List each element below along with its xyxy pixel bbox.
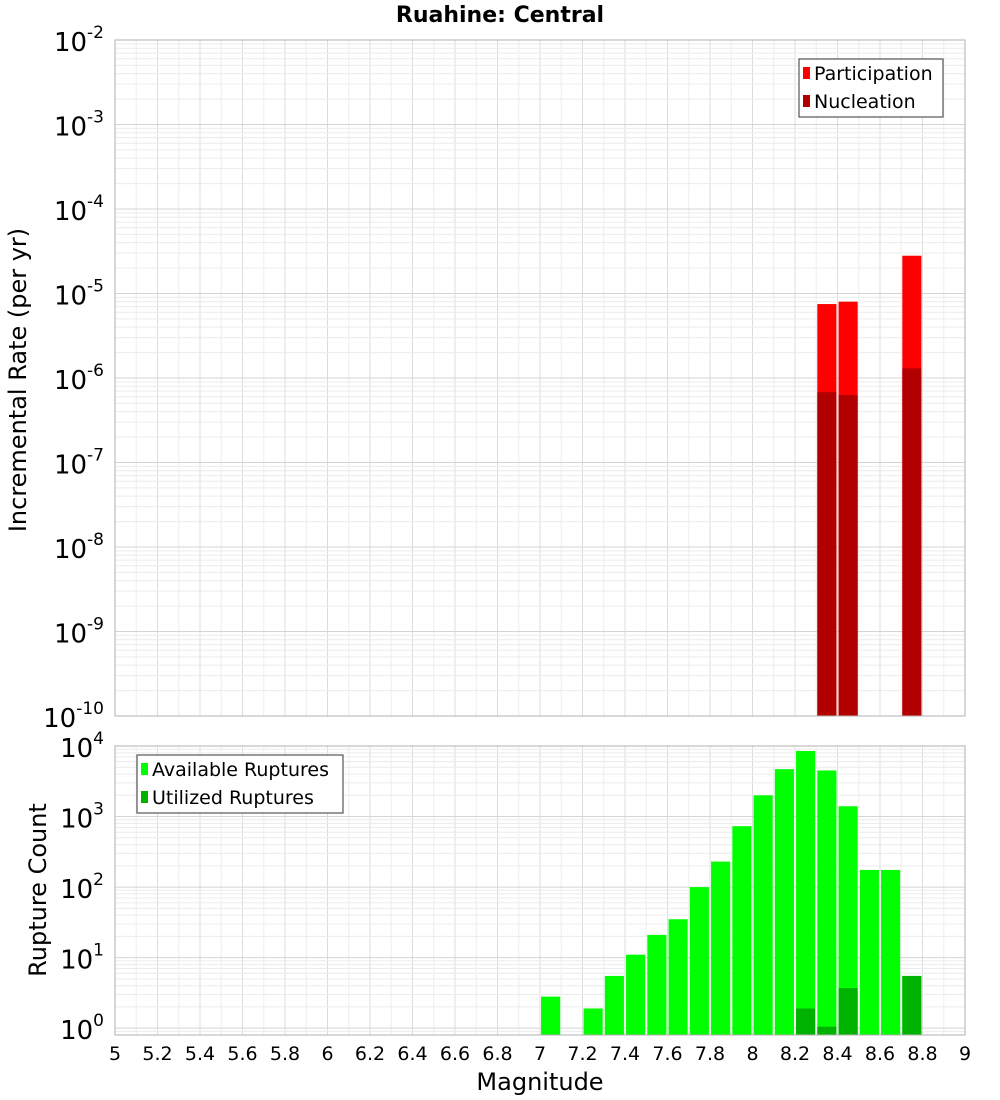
rate-legend: Participation Nucleation [798, 58, 944, 118]
count-bar-b [796, 1008, 816, 1035]
x-tick-label: 8.8 [907, 1043, 937, 1065]
x-tick-label: 5.8 [270, 1043, 300, 1065]
rate-bar-b [838, 394, 858, 716]
x-tick-label: 8 [746, 1043, 758, 1065]
rate-legend-swatch [803, 67, 810, 79]
count-bar-a [732, 826, 752, 1035]
rupture-count-panel: 100 101 102 103 104 Available Ruptures Utilize… [60, 729, 971, 1065]
count-bar-a [838, 806, 858, 1035]
count-bar-b [902, 975, 922, 1035]
rate-panel: 10-10 10-9 10-8 10-7 10-6 10-5 10-4 10-3 10-2 Par… [43, 23, 966, 734]
x-tick-label: 7.8 [695, 1043, 725, 1065]
rate-y-tick-label: 10-5 [54, 277, 104, 312]
x-tick-label: 7.6 [652, 1043, 682, 1065]
count-legend-label: Available Ruptures [152, 759, 329, 781]
count-y-tick-label: 103 [60, 800, 104, 835]
count-bar-a [647, 934, 667, 1035]
rate-y-tick-label: 10-9 [54, 615, 104, 650]
count-bar-a [626, 954, 646, 1035]
count-bar-a [881, 869, 901, 1035]
count-bar-a [604, 975, 624, 1035]
x-tick-label: 8.4 [822, 1043, 852, 1065]
x-tick-label: 5.4 [185, 1043, 215, 1065]
x-tick-label: 9 [959, 1043, 971, 1065]
x-axis-label: Magnitude [476, 1068, 603, 1096]
x-tick-label: 7 [534, 1043, 546, 1065]
x-tick-label: 6.2 [355, 1043, 385, 1065]
count-y-tick-label: 101 [60, 941, 104, 976]
count-frame [114, 745, 966, 1036]
x-tick-label: 7.2 [567, 1043, 597, 1065]
count-bar-a [817, 770, 837, 1035]
count-bar-a [711, 861, 731, 1035]
count-bar-a [583, 1008, 603, 1035]
count-bar-b [838, 988, 858, 1035]
x-tick-label: 5.2 [142, 1043, 172, 1065]
chart-title: Ruahine: Central [396, 3, 604, 28]
count-bar-b [817, 1026, 837, 1035]
x-tick-label: 7.4 [610, 1043, 640, 1065]
x-tick-label: 8.2 [780, 1043, 810, 1065]
count-bar-a [541, 996, 561, 1035]
rate-y-tick-label: 10-6 [54, 361, 104, 396]
rate-legend-swatch [803, 95, 810, 107]
count-bar-a [668, 919, 688, 1035]
rate-y-tick-label: 10-3 [54, 108, 104, 143]
count-bar-a [859, 869, 879, 1035]
count-y-tick-label: 102 [60, 870, 104, 905]
count-legend-swatch [141, 791, 148, 803]
rate-y-tick-label: 10-4 [54, 192, 104, 227]
count-y-tick-label: 104 [60, 729, 104, 764]
count-legend-box [136, 754, 344, 814]
x-tick-label: 5 [109, 1043, 121, 1065]
rate-y-tick-label: 10-10 [43, 699, 104, 734]
rate-legend-box [798, 58, 944, 118]
x-tick-label: 5.6 [227, 1043, 257, 1065]
x-tick-label: 8.6 [865, 1043, 895, 1065]
count-legend: Available Ruptures Utilized Ruptures [136, 754, 344, 814]
rate-y-tick-label: 10-7 [54, 446, 104, 481]
count-legend-label: Utilized Ruptures [152, 787, 314, 809]
x-tick-label: 6.4 [397, 1043, 427, 1065]
count-bar-a [753, 795, 773, 1035]
rate-legend-label: Participation [814, 63, 933, 85]
rate-legend-label: Nucleation [814, 91, 916, 113]
x-tick-label: 6.8 [482, 1043, 512, 1065]
count-bar-a [774, 769, 794, 1035]
bottom-y-axis-label: Rupture Count [24, 803, 52, 977]
x-tick-label: 6.6 [440, 1043, 470, 1065]
top-y-axis-label: Incremental Rate (per yr) [4, 228, 32, 532]
rate-frame [114, 39, 966, 717]
count-y-tick-label: 100 [60, 1011, 104, 1046]
x-tick-label: 6 [321, 1043, 333, 1065]
count-legend-swatch [141, 763, 148, 775]
count-bar-a [796, 750, 816, 1035]
count-bar-a [689, 887, 709, 1035]
rate-bar-b [902, 368, 922, 716]
rate-bar-b [817, 392, 837, 716]
rate-y-tick-label: 10-2 [54, 23, 104, 58]
rate-y-tick-label: 10-8 [54, 530, 104, 565]
